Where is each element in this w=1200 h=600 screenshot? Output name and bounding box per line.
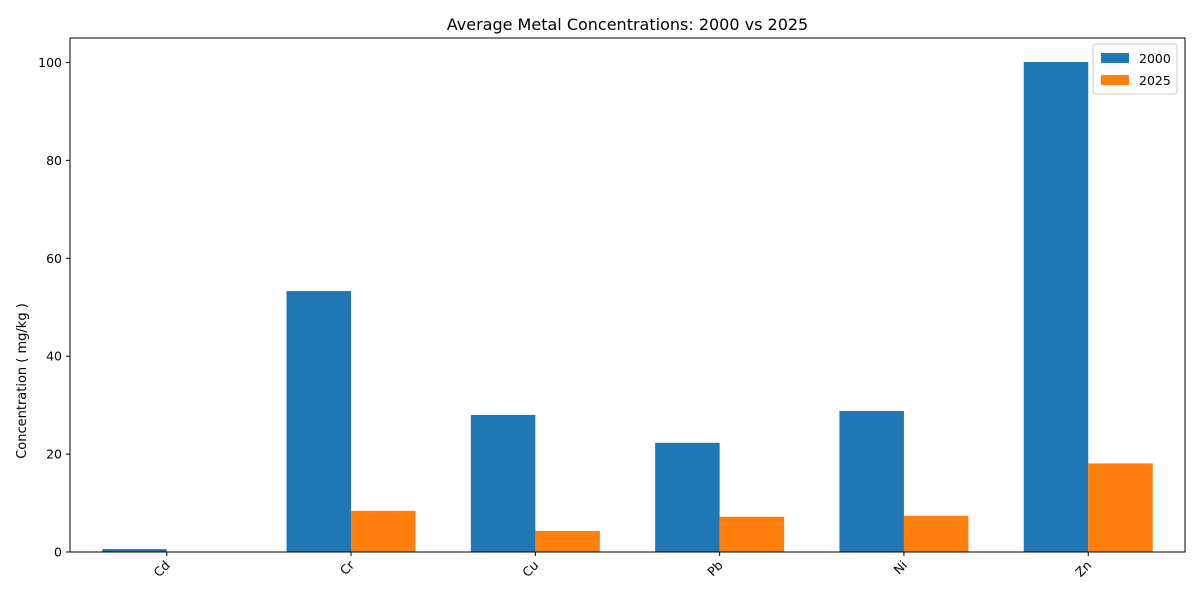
bar-2025-Ni [903, 515, 969, 552]
y-tick-label: 20 [46, 447, 62, 462]
legend-swatch-2000 [1101, 53, 1129, 63]
y-tick-label: 0 [54, 545, 62, 560]
y-tick-label: 100 [38, 55, 62, 70]
bar-2025-Zn [1088, 463, 1153, 552]
axes-frame [69, 37, 1186, 553]
bar-2000-Ni [839, 411, 904, 552]
bar-2025-Cr [351, 510, 416, 552]
legend: 2000 2025 [1092, 43, 1178, 95]
bar-2000-Cu [470, 414, 536, 552]
bars-group [102, 61, 1153, 553]
y-tick-label: 60 [46, 251, 62, 266]
bar-2000-Cd [102, 549, 167, 552]
bar-2025-Pb [719, 516, 785, 552]
legend-label-2000: 2000 [1139, 51, 1171, 66]
bar-2025-Cu [535, 530, 600, 552]
y-tick-label: 40 [46, 349, 62, 364]
bar-2000-Pb [655, 442, 720, 552]
y-axis-label: Concentration ( mg/kg ) [15, 303, 30, 459]
legend-label-2025: 2025 [1139, 73, 1171, 88]
bar-2000-Zn [1023, 61, 1089, 553]
y-axis: 0 20 40 60 80 100 [38, 55, 70, 560]
bar-2000-Cr [286, 291, 352, 552]
chart-title: Average Metal Concentrations: 2000 vs 20… [447, 15, 808, 34]
legend-swatch-2025 [1101, 75, 1129, 85]
y-tick-label: 80 [46, 153, 62, 168]
